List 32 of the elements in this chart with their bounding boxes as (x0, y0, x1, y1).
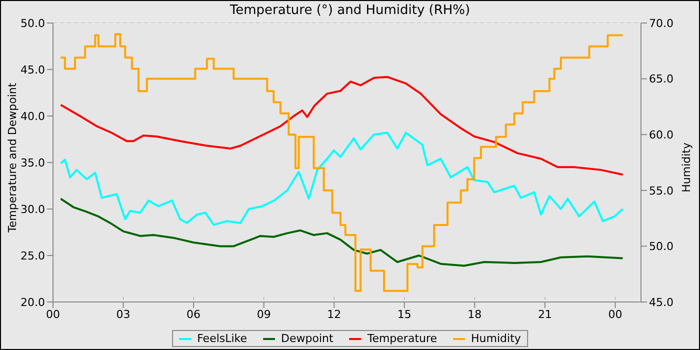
y-tick-label: 50.0 (20, 16, 45, 30)
legend-label: Temperature (367, 332, 438, 345)
x-tick-label: 06 (186, 308, 201, 321)
chart-title: Temperature (°) and Humidity (RH%) (228, 3, 472, 18)
y2-tick-label: 60.0 (649, 128, 674, 142)
y2-tick-label: 45.0 (649, 296, 674, 309)
legend-label: Dewpoint (281, 332, 334, 345)
legend-label: Humidity (471, 332, 521, 345)
y-tick-label: 35.0 (20, 156, 45, 170)
x-tick-label: 15 (397, 308, 412, 321)
x-tick-label: 21 (538, 308, 552, 321)
line-series (60, 132, 624, 226)
y-axis-title: Temperature and Dewpoint (6, 82, 19, 234)
line-series (60, 76, 624, 176)
y-tick-label: 25.0 (20, 249, 45, 262)
x-tick-label: 03 (116, 308, 130, 321)
y2-axis-title: Humidity (680, 142, 693, 192)
x-tick-label: 00 (46, 308, 60, 321)
line-series (60, 198, 624, 267)
y-tick-label: 40.0 (20, 110, 45, 123)
y-tick-label: 20.0 (20, 296, 45, 309)
x-tick-label: 00 (608, 308, 622, 321)
x-tick-label: 09 (256, 308, 271, 321)
y2-tick-label: 70.0 (649, 16, 674, 30)
x-tick-label: 18 (468, 308, 482, 321)
x-tick-label: 12 (327, 308, 342, 321)
y2-tick-label: 50.0 (649, 240, 674, 254)
y2-tick-label: 65.0 (649, 72, 674, 86)
y2-tick-label: 55.0 (649, 184, 674, 198)
y-tick-label: 45.0 (20, 63, 45, 76)
y-tick-label: 30.0 (20, 202, 45, 216)
legend-label: FeelsLike (197, 332, 248, 345)
